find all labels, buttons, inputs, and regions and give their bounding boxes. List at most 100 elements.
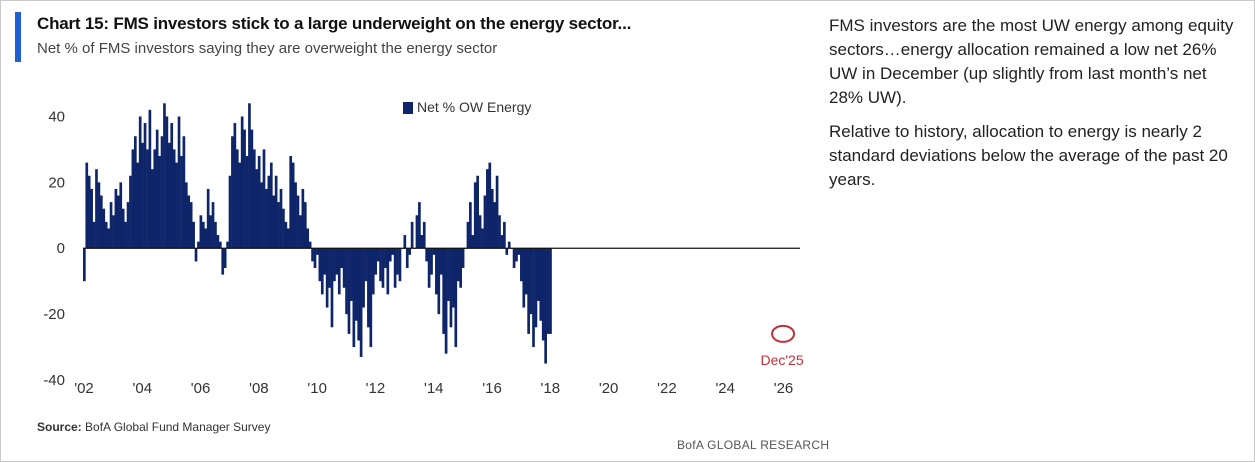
bar — [85, 162, 89, 249]
bar — [500, 235, 504, 249]
bar — [549, 248, 552, 334]
bar — [277, 202, 280, 249]
bar — [296, 195, 300, 249]
bar — [323, 248, 327, 275]
bar — [529, 248, 533, 315]
bar — [182, 136, 186, 249]
bar — [301, 188, 305, 249]
bar — [279, 188, 283, 249]
bar — [486, 169, 489, 249]
bar — [255, 169, 259, 249]
title-accent-bar — [15, 12, 21, 62]
bar — [204, 228, 208, 249]
bar — [243, 129, 246, 249]
brand-footer: BofA GLOBAL RESEARCH — [677, 438, 830, 452]
bar — [335, 248, 339, 275]
bar — [136, 162, 140, 249]
bar — [265, 188, 268, 249]
bar — [160, 136, 164, 249]
bar — [177, 116, 181, 249]
bar — [432, 248, 436, 255]
bar — [214, 221, 217, 249]
bar — [104, 221, 108, 249]
bar — [223, 248, 227, 268]
bar — [90, 188, 93, 249]
bar — [364, 248, 368, 282]
bar — [153, 149, 157, 249]
bar — [211, 202, 215, 249]
bar — [376, 248, 380, 262]
bar — [473, 182, 477, 249]
bar — [184, 182, 188, 249]
bar — [257, 156, 261, 249]
bar — [289, 156, 293, 249]
bar — [427, 248, 431, 288]
bar — [371, 248, 375, 295]
x-tick-label: '12 — [366, 380, 386, 397]
bar — [393, 248, 397, 288]
bar — [306, 228, 310, 249]
bar — [369, 248, 373, 348]
bar — [228, 175, 232, 249]
x-tick-label: '26 — [774, 380, 794, 397]
bar — [410, 221, 414, 249]
bar — [316, 248, 319, 255]
bar — [170, 123, 174, 249]
x-tick-label: '10 — [307, 380, 327, 397]
bar — [133, 136, 137, 249]
legend-label: Net % OW Energy — [417, 99, 532, 115]
x-tick-label: '20 — [599, 380, 619, 397]
bar — [150, 169, 154, 249]
bar — [180, 156, 183, 249]
bar — [359, 248, 363, 357]
bar — [459, 248, 462, 288]
source-label: Source: — [37, 420, 82, 434]
bar — [218, 241, 222, 249]
bar — [252, 149, 256, 249]
bar — [333, 248, 336, 282]
bar — [291, 162, 295, 249]
bar — [97, 182, 101, 249]
y-tick-label: 20 — [48, 174, 65, 191]
bar — [129, 175, 132, 249]
bar — [512, 248, 516, 268]
bar — [490, 188, 494, 249]
bar — [452, 248, 455, 308]
bar — [469, 202, 472, 249]
bar — [391, 248, 395, 255]
bar — [454, 248, 458, 348]
bar — [167, 142, 171, 249]
bar — [520, 248, 523, 282]
bar — [386, 248, 390, 295]
bar — [367, 248, 370, 328]
bar — [197, 241, 200, 249]
bar — [537, 248, 540, 301]
bar — [488, 162, 492, 249]
bar — [313, 248, 317, 268]
commentary-panel: FMS investors are the most UW energy amo… — [829, 14, 1239, 202]
bar — [422, 221, 426, 249]
bar — [461, 248, 465, 268]
bar — [112, 215, 115, 249]
bar — [221, 248, 225, 275]
bar — [226, 241, 229, 249]
bar — [532, 248, 535, 348]
x-tick-label: '06 — [191, 380, 211, 397]
bar — [478, 215, 482, 249]
bar — [155, 129, 159, 249]
bar — [384, 248, 387, 268]
bar — [175, 162, 178, 249]
x-tick-label: '18 — [541, 380, 561, 397]
bar — [294, 182, 297, 249]
bar — [340, 248, 344, 268]
bar — [415, 215, 419, 249]
y-tick-label: 0 — [57, 240, 65, 257]
bar — [420, 235, 424, 249]
bar — [447, 248, 450, 301]
y-tick-label: -40 — [43, 372, 65, 389]
bar — [524, 248, 528, 295]
bar — [483, 195, 487, 249]
bar — [158, 156, 161, 249]
x-tick-label: '08 — [249, 380, 269, 397]
